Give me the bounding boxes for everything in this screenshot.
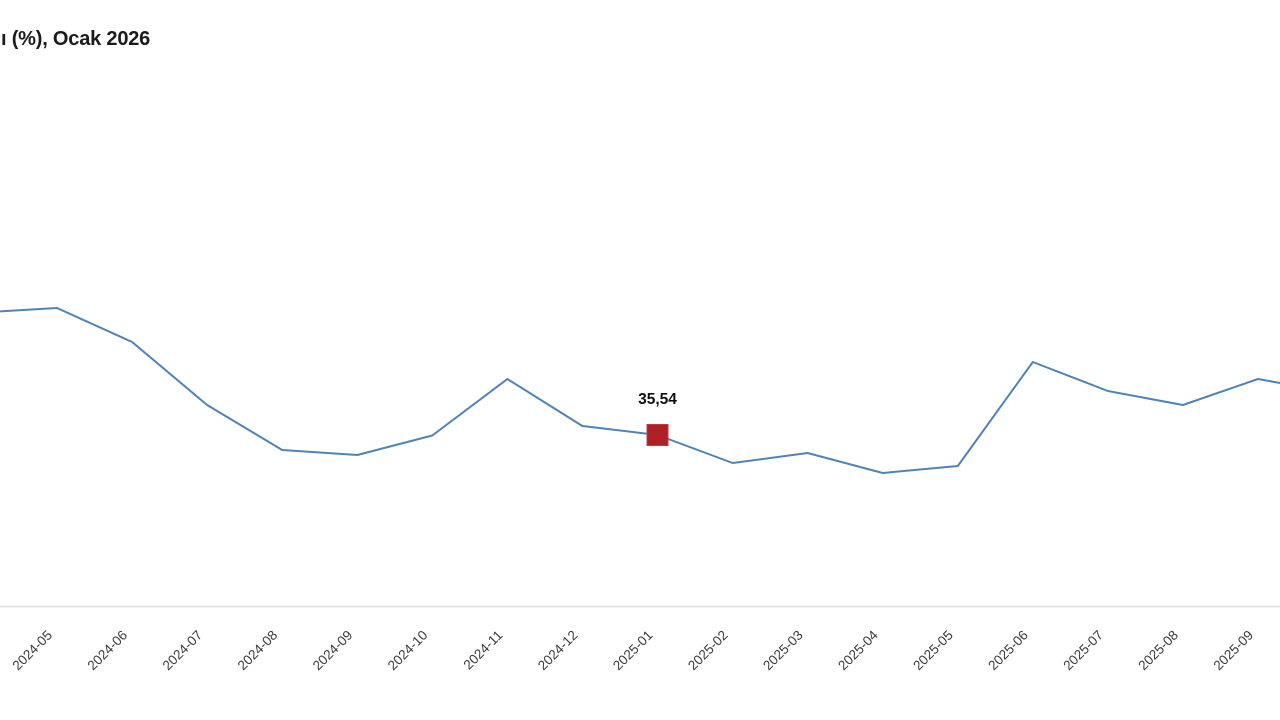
x-axis-tick-label: 2025-09 [1210,628,1256,674]
x-axis-tick-label: 2025-05 [910,628,956,674]
chart-title: ı (%), Ocak 2026 [1,28,151,50]
x-axis-tick-label: 2024-11 [461,628,506,673]
x-axis-tick-label: 2025-08 [1135,628,1181,674]
x-axis-tick-label: 2025-03 [760,628,806,674]
x-axis-tick-label: 2025-06 [985,628,1031,674]
x-axis-tick-label: 2024-12 [535,628,581,674]
x-axis-tick-label: 2024-06 [85,628,131,674]
highlight-marker[interactable] [646,424,669,446]
x-axis-tick-label: 2024-10 [385,628,431,674]
x-axis-tick-label: 2025-01 [610,628,656,674]
x-axis-tick-label: 2024-08 [235,628,281,674]
x-axis-tick-label: 2025-02 [685,628,731,674]
x-axis-tick-label: 2025-04 [835,627,881,673]
x-axis-tick-label: 2024-09 [310,628,356,674]
x-axis-tick-label: 2024-07 [160,628,206,674]
x-axis-tick-label: 2024-05 [9,628,55,674]
x-axis-tick-label: 2025-07 [1060,628,1106,674]
highlight-value-label: 35,54 [638,391,677,408]
